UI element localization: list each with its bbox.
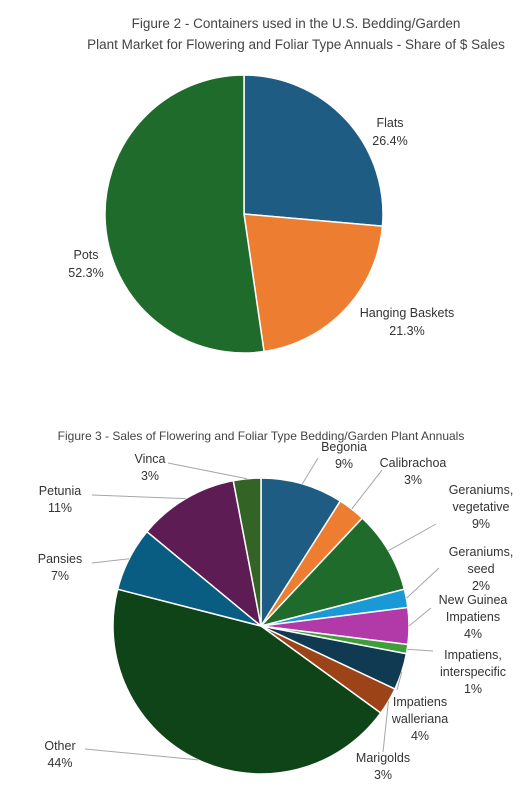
fig3-leader-vinca [167,462,248,480]
fig3-slice-petunia [145,479,263,628]
fig3-label-impatiens-interspecific: Impatiens, interspecific 1% [440,648,506,696]
figure-3-annual-sales-pie: Figure 3 - Sales of Flowering and Foliar… [38,429,514,782]
fig3-leader-marigolds [382,701,389,753]
fig3-label-pansies: Pansies 7% [38,552,82,583]
fig3-label-vinca: Vinca 3% [134,452,165,483]
fig3-label-other: Other 44% [44,739,75,770]
figure-2-title: Figure 2 - Containers used in the U.S. B… [87,16,505,52]
fig3-label-geraniums-vegetative: Geraniums, vegetative 9% [449,483,514,531]
fig3-leader-pansies [91,558,130,564]
fig3-leader-new-guinea-impatiens [408,607,432,627]
fig2-slice-flats [243,74,384,228]
fig3-leader-impatiens-interspecific [407,648,434,652]
fig3-leader-geraniums-seed [406,567,440,599]
figure-2-container-share-pie: Figure 2 - Containers used in the U.S. B… [68,16,505,354]
fig2-label-hanging-baskets: Hanging Baskets 21.3% [360,306,455,338]
fig3-leader-begonia [301,457,319,485]
fig3-leader-calibrachoa [351,469,383,510]
fig2-label-flats: Flats 26.4% [372,116,407,148]
fig2-slice-hanging-baskets [243,213,384,353]
fig2-label-pots: Pots 52.3% [68,248,103,280]
fig3-leader-impatiens-walleriana [396,671,403,691]
fig3-slice-geraniums-vegetative [258,517,406,628]
fig3-label-impatiens-walleriana: Impatiens walleriana 4% [391,695,448,743]
fig3-label-new-guinea-impatiens: New Guinea Impatiens 4% [439,593,508,641]
fig3-slice-begonia [260,477,342,629]
fig2-slice-pots [104,74,265,354]
fig3-label-begonia: Begonia 9% [321,440,367,471]
fig3-label-calibrachoa: Calibrachoa 3% [380,456,447,487]
fig3-slice-other [112,588,382,775]
fig3-leader-petunia [91,494,186,500]
fig3-label-marigolds: Marigolds 3% [356,751,410,782]
fig3-label-geraniums-seed: Geraniums, seed 2% [449,545,514,593]
figure-3-title: Figure 3 - Sales of Flowering and Foliar… [58,429,465,443]
fig3-label-petunia: Petunia 11% [39,484,81,515]
fig3-leader-geraniums-vegetative [388,523,437,552]
fig3-leader-other [84,748,199,761]
